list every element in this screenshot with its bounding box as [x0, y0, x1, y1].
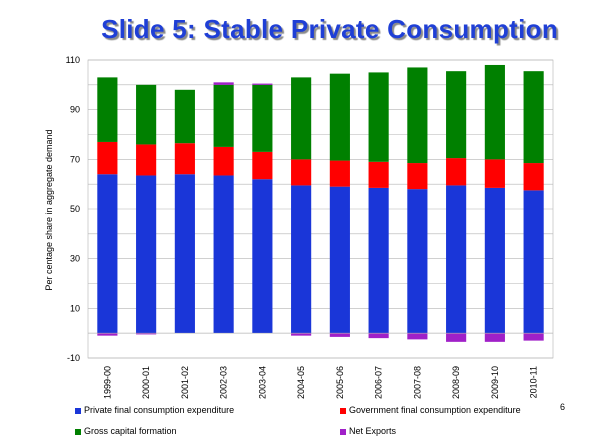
bar-segment-private [407, 189, 428, 334]
x-tick-label: 1999-00 [102, 366, 112, 399]
bar-segment-net-exports [252, 83, 273, 85]
bar-segment-government [136, 144, 157, 176]
bar-segment-government [407, 163, 428, 190]
y-tick-label: -10 [67, 353, 80, 363]
x-tick-label: 2005-06 [335, 366, 345, 399]
bar-segment-private [446, 185, 467, 334]
bar-segment-government [446, 158, 467, 186]
bar-segment-government [484, 159, 505, 188]
slide-title: Slide 5: Stable Private Consumption [101, 14, 558, 44]
bar-segment-gross-capital [252, 84, 273, 152]
plot-frame [87, 59, 554, 359]
bar-segment-government [523, 163, 544, 191]
legend-swatch-net-exports [340, 428, 346, 435]
x-tick-label: 2009-10 [490, 366, 500, 399]
bar-segment-government [252, 151, 273, 180]
bar-segment-government [329, 160, 350, 187]
bar-segment-government [213, 146, 234, 176]
axes: -10 10 30 50 70 90 110 1999-00 2000-01 2001-02 200… [66, 55, 554, 399]
y-tick-label: 10 [70, 303, 80, 313]
bar-segment-government [368, 161, 389, 188]
y-tick-label: 30 [70, 254, 80, 264]
bar-segment-private [136, 175, 157, 334]
bar-segment-gross-capital [446, 71, 467, 159]
bar-segment-gross-capital [174, 89, 195, 144]
page-number: 6 [560, 402, 566, 412]
legend-gross-capital: Gross capital formation [75, 426, 177, 436]
y-tick-label: 70 [70, 154, 80, 164]
legend-government: Government final consumption expenditure [340, 405, 521, 415]
bar-segment-net-exports [523, 333, 544, 341]
legend-label-net-exports: Net Exports [349, 426, 397, 436]
bar-segment-private [523, 190, 544, 334]
bar-segment-gross-capital [407, 67, 428, 164]
bar-segment-gross-capital [484, 64, 505, 160]
bar-segment-gross-capital [97, 77, 118, 142]
bar-segment-private [97, 174, 118, 334]
y-tick-label: 50 [70, 204, 80, 214]
legend-label-government: Government final consumption expenditure [349, 405, 521, 415]
legend-swatch-private [75, 407, 81, 414]
x-tick-label: 2000-01 [141, 366, 151, 399]
y-tick-label: 90 [70, 105, 80, 115]
bar-segment-gross-capital [136, 84, 157, 145]
x-tick-label: 2001-02 [180, 366, 190, 399]
legend-net-exports: Net Exports [340, 426, 396, 436]
bar-segment-private [484, 187, 505, 334]
bar-segment-private [213, 175, 234, 334]
x-tick-label: 2006-07 [374, 366, 384, 399]
bar-segment-government [97, 141, 118, 175]
bar-segment-private [291, 185, 312, 334]
bar-segment-net-exports [368, 333, 389, 339]
y-tick-label: 110 [66, 55, 80, 65]
bars [97, 64, 544, 342]
bar-segment-private [252, 179, 273, 334]
bar-segment-government [291, 159, 312, 186]
bar-segment-gross-capital [368, 72, 389, 162]
x-tick-label: 2007-08 [412, 366, 422, 399]
bar-segment-net-exports [446, 333, 467, 342]
bar-segment-private [174, 174, 195, 334]
legend-swatch-gross-capital [75, 428, 81, 435]
bar-segment-net-exports [213, 82, 234, 85]
x-tick-label: 2010-11 [529, 366, 539, 398]
y-axis-label: Per centage share in aggregate demand [44, 129, 54, 290]
bar-segment-net-exports [484, 333, 505, 342]
legend-private: Private final consumption expenditure [75, 405, 234, 415]
bar-segment-gross-capital [523, 71, 544, 164]
legend-label-gross-capital: Gross capital formation [84, 426, 177, 436]
x-tick-label: 2004-05 [296, 366, 306, 399]
x-tick-label: 2002-03 [219, 366, 229, 399]
x-tick-label: 2008-09 [451, 366, 461, 399]
grid-lines [88, 59, 553, 359]
bar-segment-gross-capital [291, 77, 312, 160]
bar-segment-net-exports [97, 333, 118, 336]
bar-segment-net-exports [291, 333, 312, 336]
bar-segment-private [368, 187, 389, 334]
bar-segment-net-exports [407, 333, 428, 340]
bar-segment-gross-capital [213, 84, 234, 147]
x-tick-label: 2003-04 [257, 366, 267, 399]
bar-segment-private [329, 186, 350, 334]
legend-label-private: Private final consumption expenditure [84, 405, 235, 415]
legend-swatch-government [340, 407, 346, 414]
bar-segment-gross-capital [329, 73, 350, 161]
bar-segment-net-exports [136, 333, 157, 335]
bar-segment-net-exports [329, 333, 350, 337]
bar-segment-government [174, 143, 195, 175]
